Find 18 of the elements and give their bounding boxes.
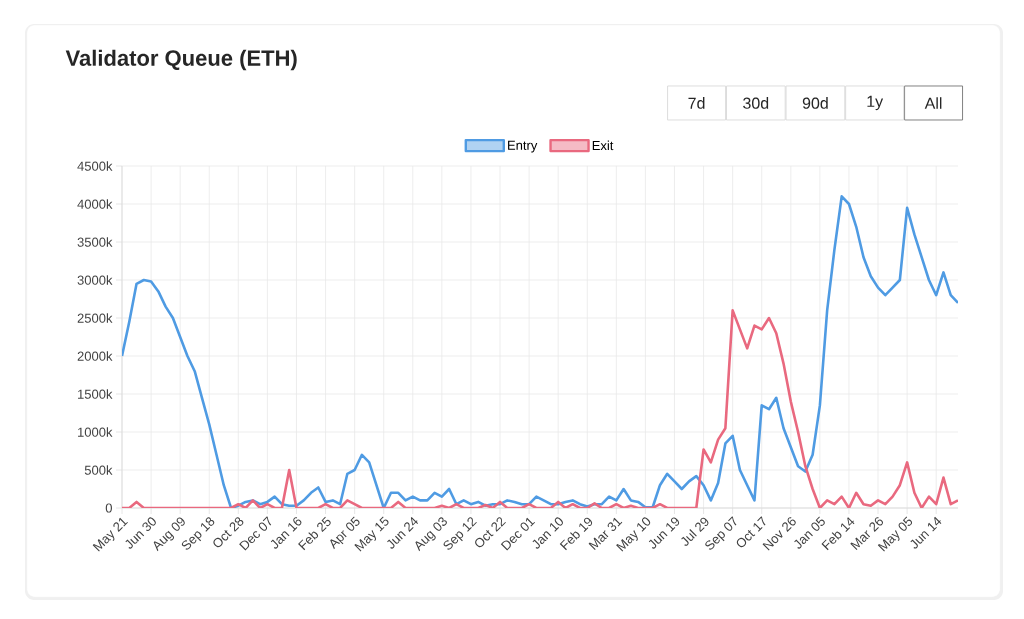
text: 90d (802, 97, 828, 109)
y-tick-label: 0 (105, 503, 112, 513)
y-tick-label: 3500k (77, 237, 113, 247)
y-tick-label: 4500k (77, 161, 113, 171)
legend-label: Entry (508, 140, 538, 153)
y-tick-label: 3000k (77, 275, 113, 285)
text: All (924, 97, 942, 109)
legend-label: Exit (592, 140, 614, 151)
chart-title: Validator Queue (ETH) (65, 49, 297, 71)
text: 1y (867, 95, 884, 111)
y-tick-label: 2000k (77, 351, 113, 361)
y-tick-label: 2500k (77, 313, 113, 323)
y-tick-label: 1000k (78, 427, 113, 437)
y-tick-label: 1500k (78, 389, 113, 399)
text: 30d (743, 97, 769, 109)
y-tick-label: 4000k (77, 199, 113, 209)
y-tick-label: 500k (84, 465, 113, 475)
text: 7d (688, 97, 705, 109)
